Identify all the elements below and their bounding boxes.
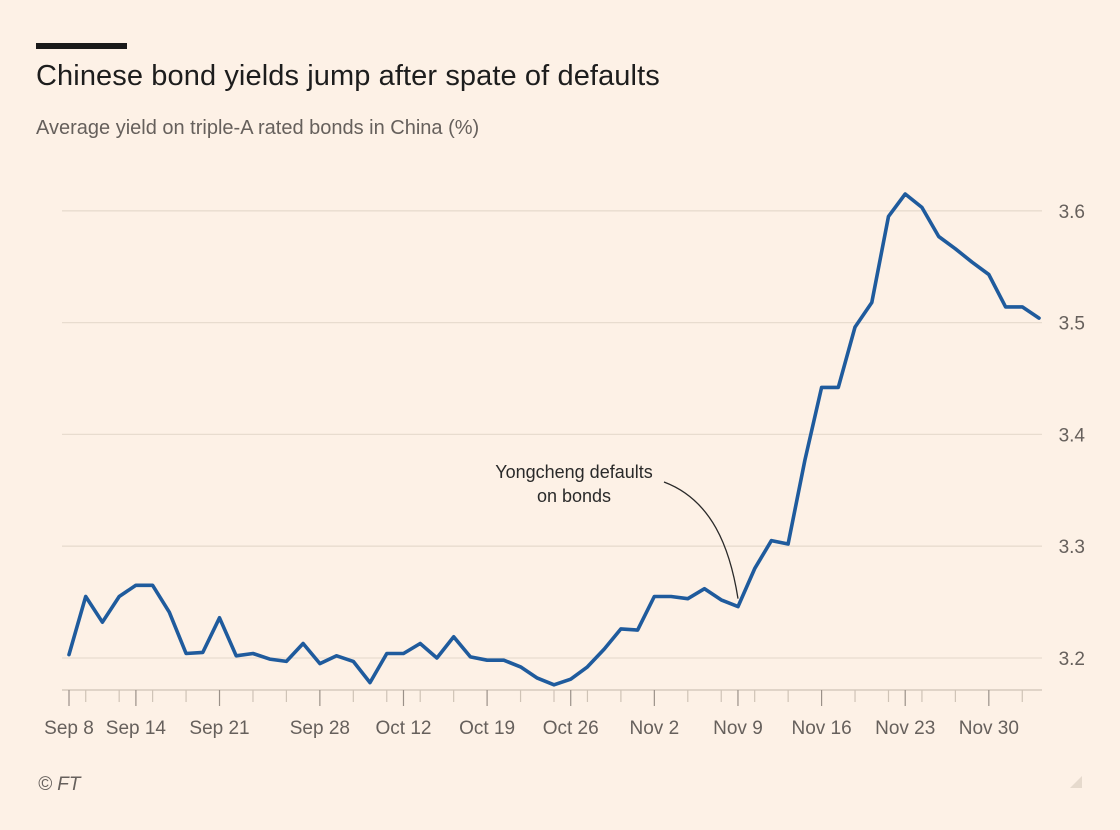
x-axis-ticks: [62, 689, 1042, 706]
annotation-text-line: Yongcheng defaults: [495, 462, 652, 482]
x-tick-label: Nov 23: [875, 718, 935, 739]
series-group: [67, 192, 1041, 687]
x-tick-label: Nov 2: [630, 718, 680, 739]
source-credit: © FT: [38, 774, 81, 795]
annotation-group: Yongcheng defaults on bonds: [495, 462, 739, 599]
gridlines: [62, 210, 1042, 659]
y-axis-labels: 3.2 3.3 3.4 3.5 3.6: [1059, 202, 1086, 670]
x-tick-label: Nov 16: [791, 718, 851, 739]
x-tick-label: Sep 8: [44, 718, 94, 739]
x-tick-label: Sep 28: [290, 718, 350, 739]
y-tick-label: 3.6: [1059, 202, 1085, 223]
x-tick-label: Sep 21: [189, 718, 249, 739]
x-axis-labels: Sep 8 Sep 14 Sep 21 Sep 28 Oct 12 Oct 19 Oct 2…: [44, 718, 1019, 739]
y-tick-label: 3.2: [1059, 649, 1085, 670]
y-tick-label: 3.5: [1059, 314, 1085, 335]
chart-subtitle: Average yield on triple-A rated bonds in…: [36, 117, 480, 139]
x-tick-label: Oct 26: [543, 718, 599, 739]
y-tick-label: 3.4: [1059, 425, 1086, 446]
x-tick-label: Sep 14: [106, 718, 167, 739]
x-tick-label: Oct 12: [375, 718, 431, 739]
series-line-0: [67, 192, 1041, 687]
annotation-text-line: on bonds: [537, 486, 611, 506]
annotation-connector: [663, 481, 739, 599]
y-tick-label: 3.3: [1059, 537, 1085, 558]
x-tick-label: Oct 19: [459, 718, 515, 739]
header-rule: [36, 43, 127, 49]
x-tick-label: Nov 30: [959, 718, 1019, 739]
x-tick-label: Nov 9: [713, 718, 763, 739]
chart-title: Chinese bond yields jump after spate of …: [36, 60, 660, 92]
resize-handle-icon[interactable]: [1068, 774, 1084, 790]
